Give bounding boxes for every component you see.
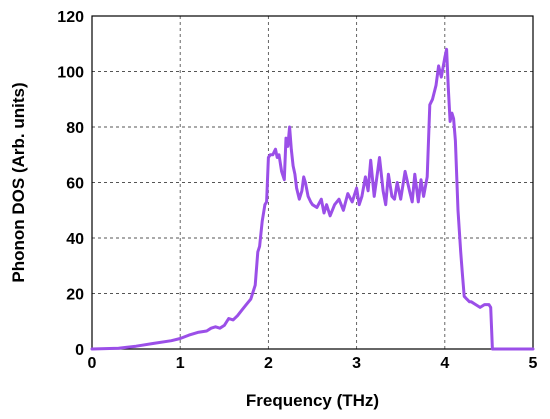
x-tick-label: 5 — [529, 355, 538, 372]
y-tick-label: 60 — [66, 176, 84, 193]
dos-series-line — [90, 47, 535, 351]
y-tick-label: 0 — [75, 342, 84, 359]
x-tick-label: 2 — [264, 355, 273, 372]
y-tick-label: 20 — [66, 287, 84, 304]
y-tick-label: 40 — [66, 231, 84, 248]
x-tick-labels: 0 1 2 3 4 5 — [88, 355, 538, 372]
y-tick-labels: 0 20 40 60 80 100 120 — [57, 9, 84, 359]
y-axis-label: Phonon DOS (Arb. units) — [9, 82, 28, 282]
y-tick-label: 100 — [57, 65, 84, 82]
series-layer — [90, 47, 535, 351]
x-tick-label: 3 — [352, 355, 361, 372]
y-tick-label: 120 — [57, 9, 84, 26]
x-tick-label: 0 — [88, 355, 97, 372]
x-tick-label: 1 — [176, 355, 185, 372]
y-tick-label: 80 — [66, 120, 84, 137]
plot-frame — [91, 15, 534, 350]
x-axis-label: Frequency (THz) — [246, 391, 379, 410]
x-tick-label: 4 — [440, 355, 449, 372]
